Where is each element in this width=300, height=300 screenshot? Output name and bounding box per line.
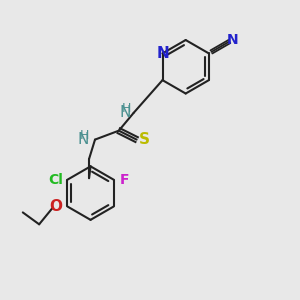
Text: O: O bbox=[49, 199, 62, 214]
Text: N: N bbox=[227, 33, 238, 47]
Text: N: N bbox=[156, 46, 169, 61]
Text: H: H bbox=[80, 129, 89, 142]
Text: Cl: Cl bbox=[49, 173, 64, 187]
Text: S: S bbox=[139, 132, 150, 147]
Text: H: H bbox=[121, 102, 131, 115]
Text: N: N bbox=[78, 131, 89, 146]
Text: N: N bbox=[119, 105, 131, 120]
Text: F: F bbox=[119, 173, 129, 187]
